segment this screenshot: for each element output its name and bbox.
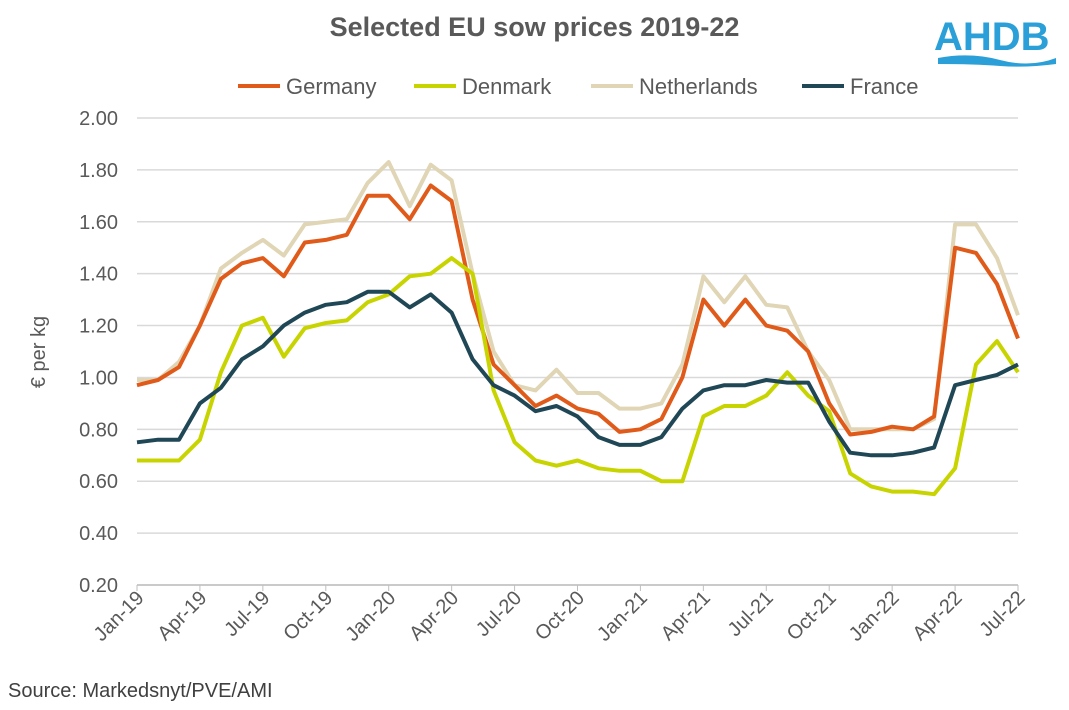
logo-text: AHDB	[934, 15, 1050, 59]
x-tick-label: Jul-19	[220, 587, 274, 641]
x-tick-label: Jul-22	[975, 587, 1029, 641]
series-line-netherlands	[137, 160, 1020, 432]
y-tick-label: 0.60	[79, 471, 118, 493]
legend-label: Germany	[286, 74, 376, 99]
series-line-germany	[136, 183, 1020, 437]
x-tick-label: Oct-19	[279, 587, 337, 645]
y-tick-label: 1.60	[79, 212, 118, 234]
x-tick-label: Apr-20	[405, 587, 463, 645]
x-tick-label: Oct-20	[531, 587, 589, 645]
y-tick-label: 0.40	[79, 523, 118, 545]
y-tick-label: 0.80	[79, 419, 118, 441]
y-axis-label: € per kg	[28, 316, 50, 388]
x-tick-label: Oct-21	[783, 587, 841, 645]
legend-label: Denmark	[462, 74, 552, 99]
x-tick-label: Jan-20	[341, 587, 400, 646]
series-line-france	[136, 289, 1019, 458]
source-note: Source: Markedsnyt/PVE/AMI	[8, 680, 273, 702]
x-tick-label: Jul-20	[472, 587, 526, 641]
y-tick-label: 0.20	[79, 575, 118, 597]
legend-label: France	[850, 74, 918, 99]
x-tick-label: Apr-19	[153, 587, 211, 645]
y-tick-label: 2.00	[79, 108, 118, 130]
x-tick-label: Jan-22	[845, 587, 904, 646]
series-line-denmark	[137, 256, 1020, 497]
legend-label: Netherlands	[639, 74, 758, 99]
x-tick-label: Jul-21	[724, 587, 778, 641]
ahdb-logo: AHDB	[934, 15, 1056, 67]
chart-title: Selected EU sow prices 2019-22	[329, 12, 740, 42]
y-tick-label: 1.20	[79, 316, 118, 338]
x-tick-label: Apr-22	[909, 587, 967, 645]
x-tick-label: Jan-21	[593, 587, 652, 646]
y-tick-label: 1.80	[79, 160, 118, 182]
y-tick-label: 1.00	[79, 367, 118, 389]
y-tick-label: 1.40	[79, 264, 118, 286]
logo-wave-icon	[938, 55, 1056, 67]
x-tick-label: Apr-21	[657, 587, 715, 645]
